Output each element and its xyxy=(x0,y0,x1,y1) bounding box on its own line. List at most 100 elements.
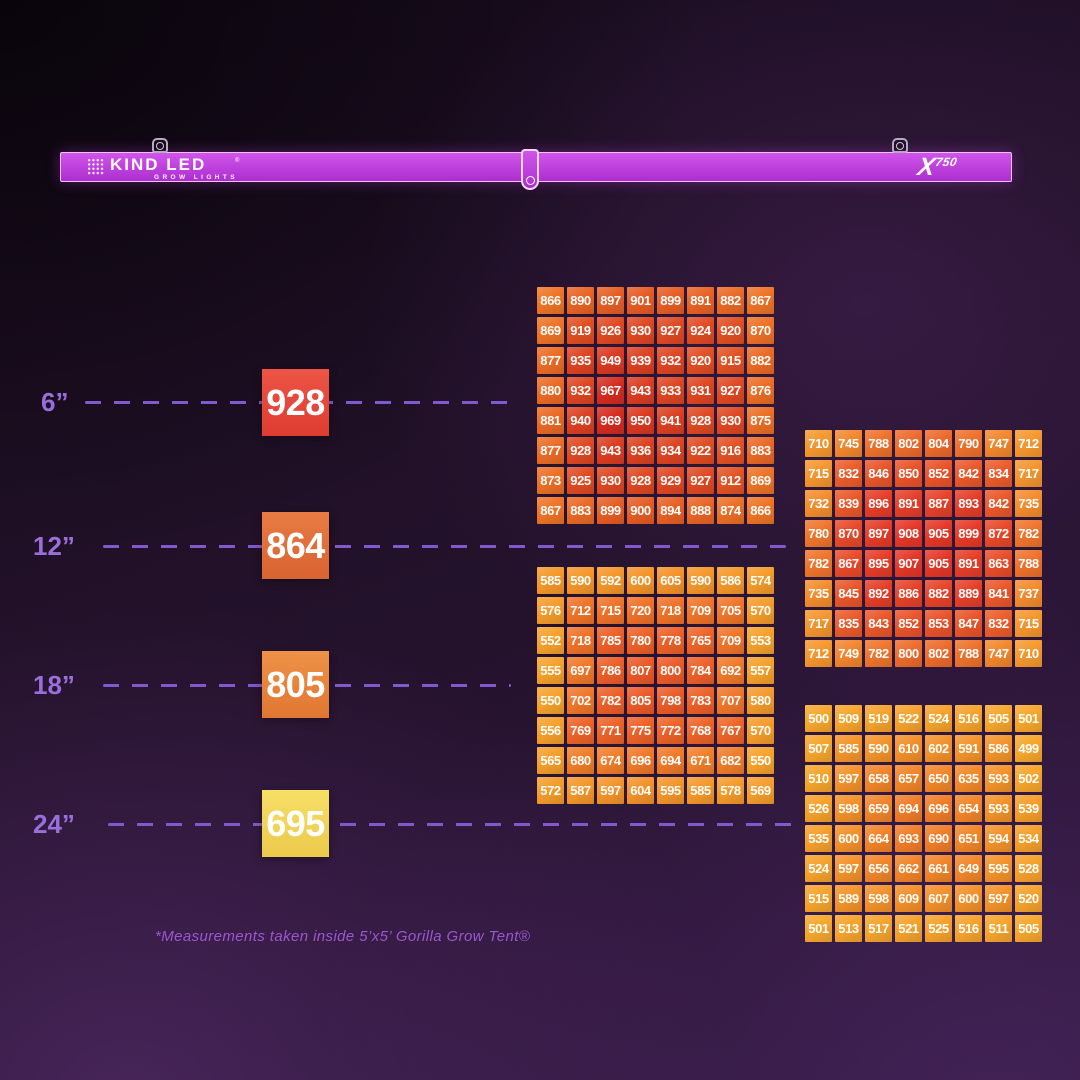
summary-ppfd-6in: 928 xyxy=(262,369,329,436)
ppfd-cell: 569 xyxy=(747,777,774,804)
ppfd-cell: 501 xyxy=(805,915,832,942)
ppfd-cell: 807 xyxy=(627,657,654,684)
ppfd-cell: 697 xyxy=(567,657,594,684)
ppfd-cell: 525 xyxy=(925,915,952,942)
ppfd-cell: 920 xyxy=(717,317,744,344)
height-label-6in: 6” xyxy=(41,387,69,417)
ppfd-cell: 832 xyxy=(985,610,1012,637)
ppfd-cell: 591 xyxy=(955,735,982,762)
ppfd-cell: 718 xyxy=(657,597,684,624)
ppfd-cell: 882 xyxy=(925,580,952,607)
ppfd-cell: 605 xyxy=(657,567,684,594)
ppfd-cell: 891 xyxy=(687,287,714,314)
center-hanger-bracket-icon xyxy=(521,149,539,190)
ppfd-cell: 943 xyxy=(597,437,624,464)
ppfd-cell: 510 xyxy=(805,765,832,792)
ppfd-cell: 788 xyxy=(955,640,982,667)
ppfd-cell: 875 xyxy=(747,407,774,434)
ppfd-cell: 515 xyxy=(805,885,832,912)
ppfd-cell: 786 xyxy=(597,657,624,684)
ppfd-cell: 671 xyxy=(687,747,714,774)
ppfd-cell: 928 xyxy=(627,467,654,494)
bracket-hole-icon xyxy=(525,176,535,185)
ppfd-cell: 940 xyxy=(567,407,594,434)
ppfd-cell: 899 xyxy=(597,497,624,524)
ppfd-cell: 930 xyxy=(717,407,744,434)
ppfd-cell: 715 xyxy=(597,597,624,624)
ppfd-cell: 941 xyxy=(657,407,684,434)
ppfd-cell: 932 xyxy=(657,347,684,374)
ppfd-cell: 892 xyxy=(865,580,892,607)
summary-ppfd-12in: 864 xyxy=(262,512,329,579)
ppfd-cell: 928 xyxy=(687,407,714,434)
ppfd-cell: 901 xyxy=(627,287,654,314)
ppfd-cell: 664 xyxy=(865,825,892,852)
ppfd-cell: 501 xyxy=(1015,705,1042,732)
ppfd-cell: 595 xyxy=(657,777,684,804)
ppfd-cell: 592 xyxy=(597,567,624,594)
ppfd-cell: 519 xyxy=(865,705,892,732)
ppfd-cell: 835 xyxy=(835,610,862,637)
ppfd-cell: 802 xyxy=(925,640,952,667)
ppfd-cell: 654 xyxy=(955,795,982,822)
ppfd-heatmap-18in: 585 590 592 600 605 590 586 574 576 712 715 720 718 7… xyxy=(537,567,774,804)
ppfd-cell: 782 xyxy=(865,640,892,667)
ppfd-cell: 600 xyxy=(955,885,982,912)
ppfd-cell: 732 xyxy=(805,490,832,517)
ppfd-cell: 499 xyxy=(1015,735,1042,762)
ppfd-cell: 765 xyxy=(687,627,714,654)
ppfd-cell: 715 xyxy=(805,460,832,487)
ppfd-cell: 788 xyxy=(1015,550,1042,577)
ppfd-cell: 635 xyxy=(955,765,982,792)
ppfd-cell: 905 xyxy=(925,550,952,577)
ppfd-cell: 690 xyxy=(925,825,952,852)
ppfd-cell: 680 xyxy=(567,747,594,774)
ppfd-cell: 597 xyxy=(985,885,1012,912)
ppfd-cell: 771 xyxy=(597,717,624,744)
ppfd-cell: 853 xyxy=(925,610,952,637)
ppfd-cell: 843 xyxy=(865,610,892,637)
ppfd-cell: 769 xyxy=(567,717,594,744)
ppfd-cell: 557 xyxy=(747,657,774,684)
ppfd-cell: 694 xyxy=(895,795,922,822)
ppfd-cell: 693 xyxy=(895,825,922,852)
ppfd-cell: 585 xyxy=(537,567,564,594)
ppfd-cell: 890 xyxy=(567,287,594,314)
ppfd-cell: 692 xyxy=(717,657,744,684)
ppfd-cell: 712 xyxy=(1015,430,1042,457)
ppfd-cell: 718 xyxy=(567,627,594,654)
ppfd-cell: 870 xyxy=(747,317,774,344)
hanger-clip-right-icon xyxy=(892,138,908,153)
ppfd-cell: 735 xyxy=(1015,490,1042,517)
ppfd-cell: 737 xyxy=(1015,580,1042,607)
ppfd-cell: 775 xyxy=(627,717,654,744)
ppfd-cell: 883 xyxy=(747,437,774,464)
hanger-clip-left-icon xyxy=(152,138,168,153)
ppfd-cell: 839 xyxy=(835,490,862,517)
ppfd-heatmap-6in: 866 890 897 901 899 891 882 867 869 919 926 930 927 9… xyxy=(537,287,774,524)
ppfd-cell: 930 xyxy=(597,467,624,494)
ppfd-cell: 772 xyxy=(657,717,684,744)
ppfd-cell: 505 xyxy=(1015,915,1042,942)
ppfd-cell: 897 xyxy=(597,287,624,314)
ppfd-cell: 866 xyxy=(747,497,774,524)
ppfd-cell: 933 xyxy=(657,377,684,404)
ppfd-heatmap-12in: 710 745 788 802 804 790 747 712 715 832 846 850 852 8… xyxy=(805,430,1042,667)
ppfd-cell: 897 xyxy=(865,520,892,547)
ppfd-cell: 576 xyxy=(537,597,564,624)
ppfd-cell: 882 xyxy=(717,287,744,314)
ppfd-cell: 570 xyxy=(747,597,774,624)
brand-text: KIND LED ® GROW LIGHTS xyxy=(110,156,239,182)
ppfd-cell: 585 xyxy=(687,777,714,804)
ppfd-cell: 712 xyxy=(567,597,594,624)
ppfd-cell: 513 xyxy=(835,915,862,942)
ppfd-cell: 932 xyxy=(567,377,594,404)
ppfd-cell: 604 xyxy=(627,777,654,804)
ppfd-cell: 782 xyxy=(805,550,832,577)
ppfd-cell: 778 xyxy=(657,627,684,654)
ppfd-cell: 870 xyxy=(835,520,862,547)
ppfd-cell: 863 xyxy=(985,550,1012,577)
ppfd-cell: 784 xyxy=(687,657,714,684)
ppfd-cell: 715 xyxy=(1015,610,1042,637)
